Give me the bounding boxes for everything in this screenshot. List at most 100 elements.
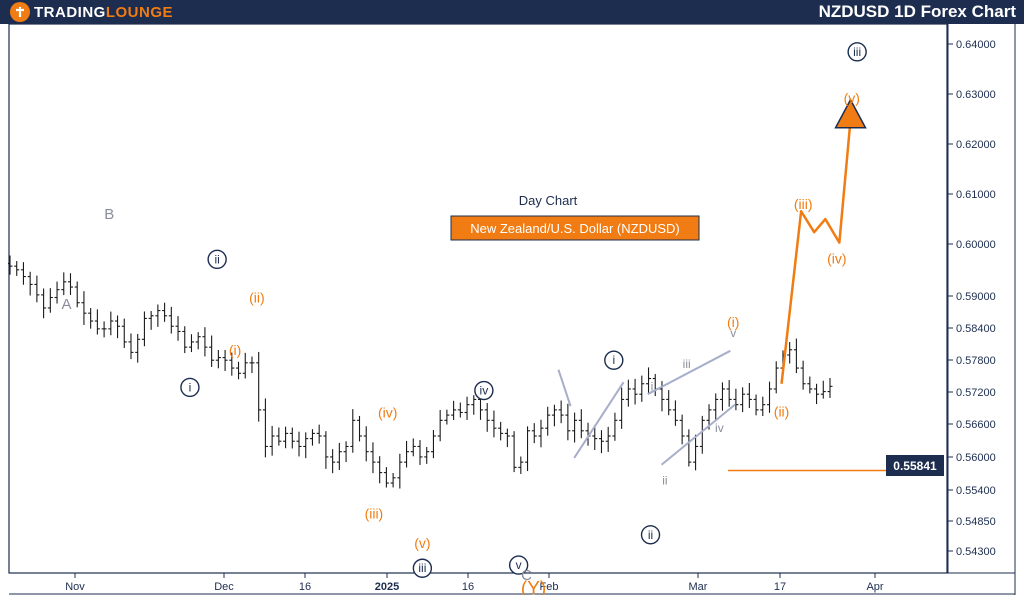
y-tick-label: 0.56000 [956,452,996,464]
candle [719,382,725,411]
candle [94,309,100,335]
wave-label: iii [418,561,426,575]
candle [229,352,235,376]
candle [88,308,94,329]
channel-line [660,403,736,466]
wave-label: ii [648,528,653,542]
logo-icon [10,2,30,22]
channel-line [557,369,572,407]
candle [350,409,356,453]
chart-title: NZDUSD 1D Forex Chart [818,2,1016,21]
candle [740,387,746,413]
x-tick-label: Nov [65,581,85,593]
candle [484,403,490,432]
wave-label: (ii) [249,290,265,306]
candle [498,421,504,441]
candle [572,412,578,443]
candle [141,311,147,347]
brand-second: LOUNGE [105,3,173,21]
y-tick-label: 0.62000 [956,139,996,151]
candle [807,376,813,394]
candle [27,271,33,296]
candle [666,390,672,416]
wave-label: i [189,380,192,394]
wave-label: iii [853,45,861,59]
candle [820,380,826,399]
y-axis: 0.64000 0.63000 0.62000 0.61000 0.60000 0.590… [948,39,996,558]
candle [800,360,806,390]
candle [437,409,443,442]
candle [283,426,289,449]
wave-label-circle [474,380,494,401]
candle [793,338,799,374]
wave-label-circle [180,377,200,398]
instrument-badge [450,215,700,241]
y-tick-label: 0.59000 [956,291,996,303]
wave-label-circle [508,555,529,575]
candle [767,381,773,413]
price-chart[interactable]: 0.64000 0.63000 0.62000 0.61000 0.60000 0.590… [7,23,1016,600]
candle [269,425,275,456]
x-tick-label: 2025 [375,581,399,593]
candle [162,302,168,322]
candle [787,342,793,364]
candle [108,311,114,336]
candle [262,398,268,458]
candle [511,431,517,473]
channel-line [573,381,625,459]
wave-label: ii [662,473,667,487]
candle [34,275,40,303]
x-tick-label: 16 [462,581,474,593]
candle [404,440,410,468]
y-tick-label: 0.64000 [956,39,996,51]
x-tick-label: Apr [866,581,883,593]
channel-line [647,349,731,396]
candle [343,441,349,463]
candle [619,387,625,429]
wave-labels: BAii(ii)(i)i(iv)(iii)(v)iiiivvC(Y)iiiiii… [62,42,867,600]
x-axis: Nov Dec 16 2025 16 Feb Mar 17 Apr [65,573,884,593]
wave-label-circle [207,249,227,270]
candle [330,449,336,474]
candle [135,333,141,363]
brand-logo: TRADINGLOUNGE [10,1,173,23]
candle [357,415,363,442]
wave-channels [557,349,736,466]
candle [128,333,134,360]
wave-label-circle [604,350,624,370]
candle [276,427,282,446]
chart-frame: 0.64000 0.63000 0.62000 0.61000 0.60000 0.590… [7,23,1016,600]
candle [155,304,161,327]
projection-arrow-head [834,98,867,129]
candle [471,395,477,415]
wave-label-circle [847,42,867,62]
candle [814,383,820,405]
candle [14,261,20,276]
candle [323,431,329,469]
wave-label: iv [715,421,724,435]
candle [625,379,631,407]
candle [693,434,699,471]
wave-label: (i) [727,314,739,330]
candle [370,442,376,474]
wave-label: C [521,567,532,584]
candle [592,425,598,450]
candle [236,361,242,380]
candle [20,262,26,285]
y-tick-label: 0.61000 [956,189,996,201]
wave-label: (iii) [365,505,384,521]
candle [195,332,201,350]
candle [47,288,53,313]
candle [115,315,121,339]
candle [598,430,604,454]
candle [54,281,60,304]
wave-label: B [104,206,114,223]
y-tick-label: 0.63000 [956,89,996,101]
x-tick-label: 16 [299,581,311,593]
candle [202,327,208,357]
candle [336,442,342,471]
candle [565,403,571,441]
candle [74,281,80,308]
candle [41,288,47,319]
candle [632,378,638,405]
